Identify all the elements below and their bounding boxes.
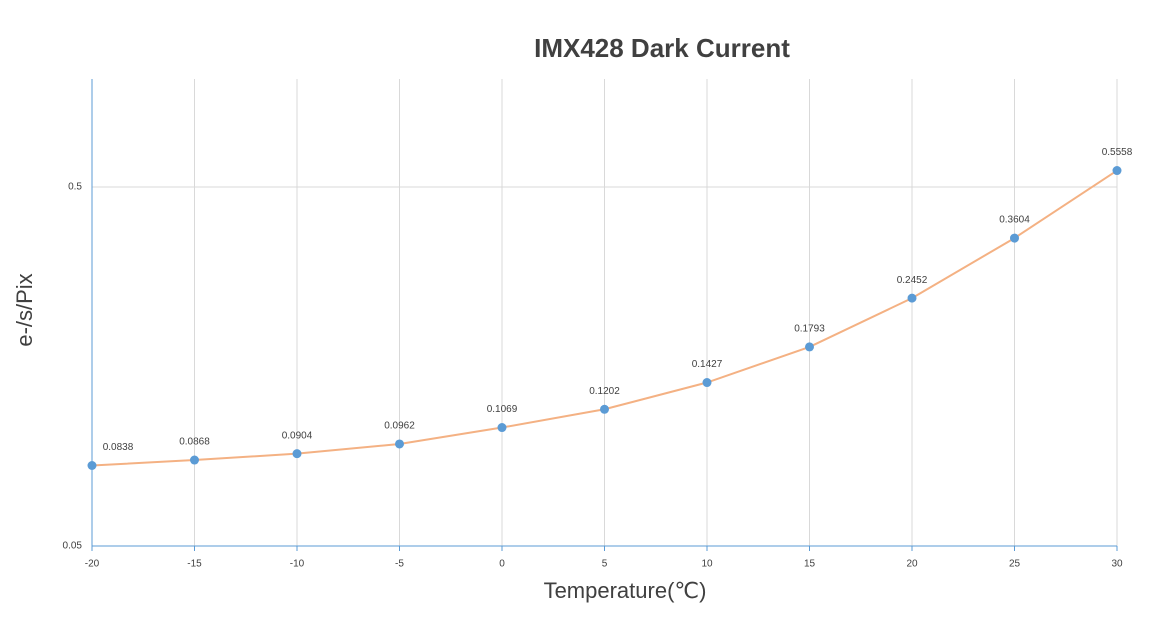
y-tick-label: 0.5 (68, 182, 82, 193)
x-tick-label: -20 (85, 559, 100, 570)
x-tick-label: -10 (290, 559, 305, 570)
data-label: 0.1793 (794, 324, 825, 335)
x-tick-label: 25 (1009, 559, 1021, 570)
y-axis-label: e-/s/Pix (12, 273, 37, 346)
chart-title: IMX428 Dark Current (534, 33, 790, 63)
data-point (1112, 166, 1122, 176)
data-point (907, 293, 917, 303)
data-label: 0.0868 (179, 437, 210, 448)
y-tick-label: 0.05 (63, 541, 83, 552)
data-label: 0.2452 (897, 275, 928, 286)
data-label: 0.3604 (999, 215, 1030, 226)
x-tick-label: 0 (499, 559, 505, 570)
data-point (190, 455, 199, 465)
data-point (87, 460, 97, 470)
data-label: 0.0904 (282, 430, 313, 441)
data-label: 0.1202 (589, 386, 620, 397)
data-label: 0.0838 (103, 442, 134, 453)
x-tick-label: -5 (395, 559, 404, 570)
x-tick-label: 15 (804, 559, 816, 570)
data-point (395, 439, 404, 449)
data-point (805, 342, 814, 352)
data-label: 0.1427 (692, 359, 723, 370)
x-axis-label: Temperature(℃) (544, 578, 707, 603)
data-point (702, 378, 712, 388)
x-tick-label: 5 (602, 559, 608, 570)
data-point (600, 404, 609, 414)
x-tick-label: 20 (906, 559, 918, 570)
data-point (292, 449, 302, 459)
data-label: 0.5558 (1102, 147, 1133, 158)
x-tick-label: 10 (701, 559, 713, 570)
data-point (1010, 233, 1019, 243)
data-label: 0.0962 (384, 421, 415, 432)
data-point (497, 423, 507, 433)
data-label: 0.1069 (487, 404, 518, 415)
x-tick-label: -15 (187, 559, 202, 570)
x-tick-label: 30 (1111, 559, 1123, 570)
